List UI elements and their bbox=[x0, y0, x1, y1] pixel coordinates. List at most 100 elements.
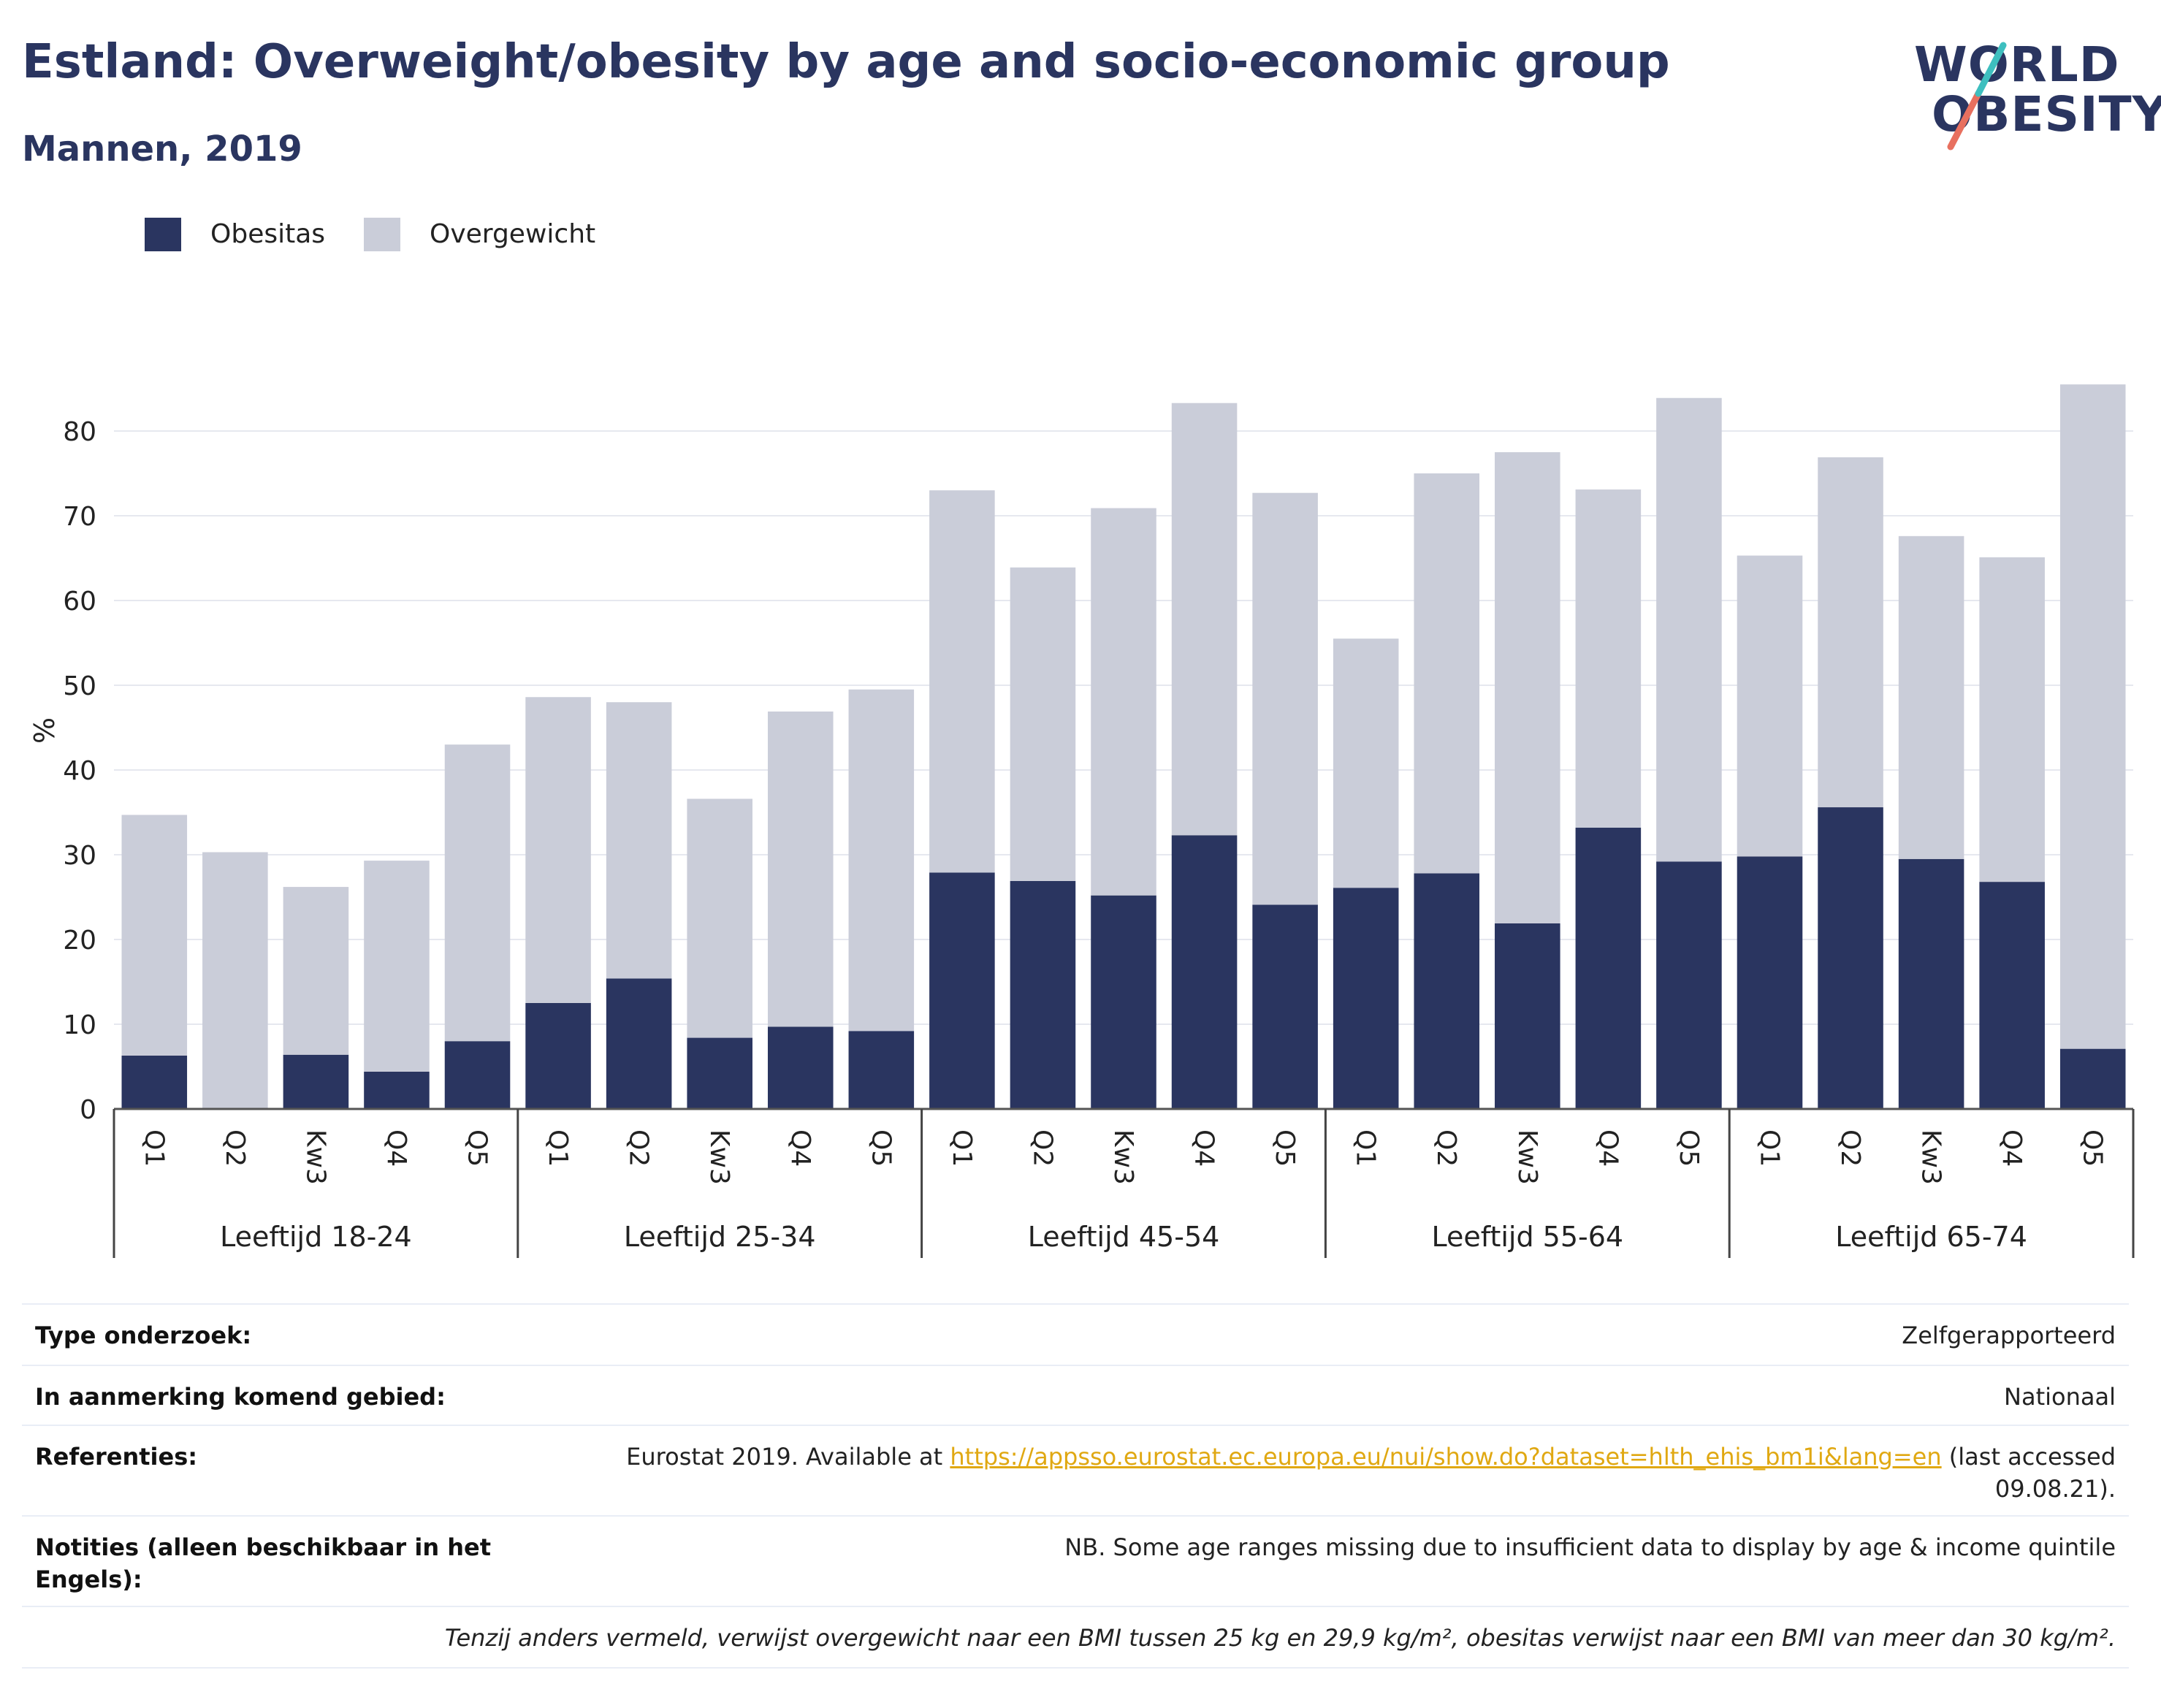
bar-overgewicht bbox=[1575, 489, 1642, 828]
x-tick-label: Q4 bbox=[785, 1129, 815, 1167]
legend-label-overgewicht: Overgewicht bbox=[430, 219, 596, 249]
x-tick-label: Q5 bbox=[462, 1129, 492, 1167]
x-tick-label: Q5 bbox=[866, 1129, 896, 1167]
info-row-references: Referenties: Eurostat 2019. Available at… bbox=[22, 1425, 2129, 1517]
group-label: Leeftijd 55-64 bbox=[1431, 1221, 1623, 1253]
legend-swatch-overgewicht bbox=[364, 218, 400, 251]
bar-overgewicht bbox=[1010, 567, 1076, 881]
legend-label-obesitas: Obesitas bbox=[210, 219, 326, 249]
stacked-bar-chart: 0 10 20 30 40 50 60 70 80% Q1 Q2 Kw3 Q4 Q5 Q1 Q2 Kw3 Q4 Q5… bbox=[28, 384, 2135, 1258]
info-row-footnote: Tenzij anders vermeld, verwijst overgewi… bbox=[22, 1606, 2129, 1669]
bar-obesitas bbox=[1414, 873, 1480, 1109]
bar-obesitas bbox=[2059, 1048, 2126, 1109]
bar-obesitas bbox=[687, 1037, 752, 1109]
bar-overgewicht bbox=[606, 702, 672, 979]
bar-overgewicht bbox=[767, 711, 834, 1027]
y-tick-label: 70 bbox=[63, 502, 96, 532]
bar-overgewicht bbox=[364, 861, 430, 1072]
bar-overgewicht bbox=[1898, 535, 1964, 859]
info-row-notes: Notities (alleen beschikbaar in het Enge… bbox=[22, 1515, 2129, 1607]
info-key: Referenties: bbox=[35, 1443, 198, 1471]
info-row-area: In aanmerking komend gebied: Nationaal bbox=[22, 1365, 2129, 1426]
y-tick-label: 0 bbox=[80, 1095, 96, 1125]
legend-swatch-obesitas bbox=[145, 218, 181, 251]
bar-overgewicht bbox=[202, 852, 268, 1109]
info-key: Type onderzoek: bbox=[35, 1322, 252, 1349]
reference-link[interactable]: https://appsso.eurostat.ec.europa.eu/nui… bbox=[950, 1443, 1942, 1471]
info-value: Zelfgerapporteerd bbox=[1902, 1322, 2116, 1349]
bar-overgewicht bbox=[1171, 403, 1238, 836]
bar-overgewicht bbox=[1737, 555, 1803, 857]
bar-overgewicht bbox=[283, 887, 349, 1055]
info-value: NB. Some age ranges missing due to insuf… bbox=[1064, 1533, 2116, 1561]
group-label: Leeftijd 25-34 bbox=[624, 1221, 816, 1253]
world-obesity-logo: WORLD OBESITY bbox=[1899, 26, 2161, 158]
bar-obesitas bbox=[1010, 880, 1076, 1109]
bar-obesitas bbox=[1818, 807, 1883, 1109]
bar-obesitas bbox=[525, 1003, 591, 1109]
y-axis-label: % bbox=[28, 717, 61, 744]
bar-overgewicht bbox=[1333, 638, 1399, 888]
x-tick-label: Kw3 bbox=[300, 1129, 330, 1185]
bar-overgewicht bbox=[1414, 473, 1480, 874]
x-tick-label: Kw3 bbox=[1512, 1129, 1542, 1185]
bar-overgewicht bbox=[687, 798, 752, 1038]
bar-overgewicht bbox=[444, 744, 511, 1042]
x-tick-label: Q5 bbox=[1674, 1129, 1704, 1167]
bar-overgewicht bbox=[2059, 384, 2126, 1049]
x-tick-label: Q1 bbox=[1754, 1129, 1784, 1167]
x-tick-label: Q1 bbox=[1351, 1129, 1381, 1167]
x-tick-label: Q2 bbox=[1835, 1129, 1865, 1167]
logo-slash-icon bbox=[1947, 42, 2007, 150]
x-tick-label: Q4 bbox=[1593, 1129, 1623, 1167]
logo-text-line1: WORLD bbox=[1914, 37, 2120, 93]
bar-obesitas bbox=[606, 978, 672, 1109]
bar-obesitas bbox=[444, 1041, 511, 1109]
bar-overgewicht bbox=[1495, 452, 1560, 923]
bar-overgewicht bbox=[1091, 508, 1156, 896]
info-value: Eurostat 2019. Available at https://apps… bbox=[626, 1441, 2116, 1473]
y-tick-label: 10 bbox=[63, 1010, 96, 1040]
info-row-survey-type: Type onderzoek: Zelfgerapporteerd bbox=[22, 1303, 2129, 1366]
bar-overgewicht bbox=[525, 697, 591, 1003]
bar-obesitas bbox=[1171, 835, 1238, 1109]
bar-obesitas bbox=[121, 1055, 188, 1109]
x-tick-label: Q1 bbox=[139, 1129, 169, 1167]
bar-overgewicht bbox=[929, 490, 995, 873]
bar-overgewicht bbox=[1656, 397, 1722, 862]
reference-text: Eurostat 2019. Available at bbox=[626, 1443, 950, 1471]
x-tick-label: Q2 bbox=[624, 1129, 654, 1167]
bar-overgewicht bbox=[1979, 557, 2045, 882]
page-subtitle: Mannen, 2019 bbox=[22, 129, 302, 169]
y-tick-label: 60 bbox=[63, 587, 96, 617]
info-value-line2: 09.08.21). bbox=[1994, 1475, 2116, 1503]
info-value: Nationaal bbox=[2004, 1383, 2116, 1411]
group-label: Leeftijd 45-54 bbox=[1028, 1221, 1220, 1253]
x-tick-label: Kw3 bbox=[704, 1129, 734, 1185]
y-tick-label: 40 bbox=[63, 756, 96, 786]
bar-obesitas bbox=[1656, 861, 1722, 1109]
page-title: Estland: Overweight/obesity by age and s… bbox=[22, 35, 1670, 89]
x-tick-label: Q2 bbox=[1027, 1129, 1057, 1167]
x-tick-label: Q4 bbox=[381, 1129, 411, 1167]
bar-obesitas bbox=[1252, 904, 1318, 1109]
y-tick-label: 80 bbox=[63, 417, 96, 447]
bar-obesitas bbox=[364, 1071, 430, 1109]
y-tick-label: 20 bbox=[63, 926, 96, 956]
footnote: Tenzij anders vermeld, verwijst overgewi… bbox=[444, 1624, 2116, 1652]
y-tick-label: 50 bbox=[63, 671, 96, 701]
bar-obesitas bbox=[1979, 882, 2045, 1109]
x-tick-label: Kw3 bbox=[1108, 1129, 1138, 1185]
x-tick-label: Q1 bbox=[543, 1129, 573, 1167]
info-key-line2: Engels): bbox=[35, 1566, 142, 1593]
x-tick-label: Kw3 bbox=[1916, 1129, 1946, 1185]
bar-overgewicht bbox=[1818, 457, 1883, 808]
bar-obesitas bbox=[283, 1054, 349, 1109]
bar-obesitas bbox=[1575, 827, 1642, 1109]
x-tick-label: Q1 bbox=[947, 1129, 977, 1167]
bar-obesitas bbox=[848, 1031, 915, 1109]
x-tick-label: Q5 bbox=[2078, 1129, 2108, 1167]
info-key: In aanmerking komend gebied: bbox=[35, 1383, 446, 1411]
x-tick-label: Q2 bbox=[220, 1129, 250, 1167]
group-label: Leeftijd 65-74 bbox=[1835, 1221, 2027, 1253]
